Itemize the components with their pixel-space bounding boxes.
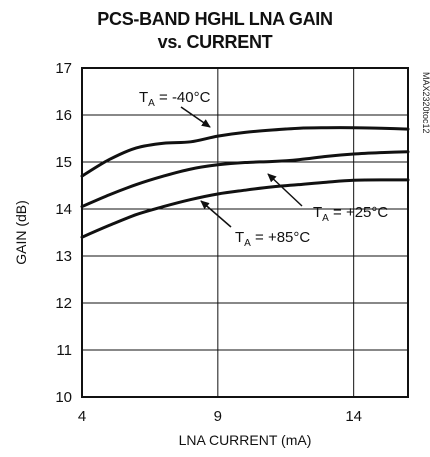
series-annotation-1: TA = -40°C [139, 89, 211, 109]
series-annotation-3: TA = +85°C [235, 229, 310, 249]
chart-title-line-1: PCS-BAND HGHL LNA GAIN [97, 9, 333, 29]
y-tick-label-16: 16 [55, 107, 72, 124]
grid [82, 68, 408, 397]
chart-title-line-2: vs. CURRENT [157, 32, 273, 52]
annotation-arrow-2 [267, 173, 303, 207]
series-line-3 [80, 178, 410, 239]
tick-labels: 10 11 12 13 14 15 16 17 4 9 14 [55, 60, 362, 425]
annotation-arrow-1 [180, 106, 211, 128]
x-tick-label-4: 4 [78, 408, 86, 425]
y-tick-label-13: 13 [55, 248, 72, 265]
plot-frame [81, 67, 409, 398]
y-tick-label-17: 17 [55, 60, 72, 77]
y-tick-label-10: 10 [55, 389, 72, 406]
annotation-arrow-3 [200, 200, 232, 228]
series-lines [80, 126, 410, 239]
y-tick-label-12: 12 [55, 295, 72, 312]
x-axis-label: LNA CURRENT (mA) [179, 432, 312, 448]
y-tick-label-14: 14 [55, 201, 72, 218]
x-tick-label-14: 14 [345, 408, 362, 425]
x-tick-label-9: 9 [214, 408, 222, 425]
y-axis-label: GAIN (dB) [13, 200, 29, 265]
series-annotations: TA = -40°C TA = +25°CTA = +85°C [139, 89, 388, 249]
y-tick-label-15: 15 [55, 154, 72, 171]
series-annotation-2: TA = +25°C [313, 204, 388, 224]
series-line-2 [80, 150, 410, 209]
chart-id-label: MAX2320toc12 [421, 72, 430, 134]
series-line-1 [80, 126, 410, 178]
y-tick-label-11: 11 [56, 342, 72, 359]
